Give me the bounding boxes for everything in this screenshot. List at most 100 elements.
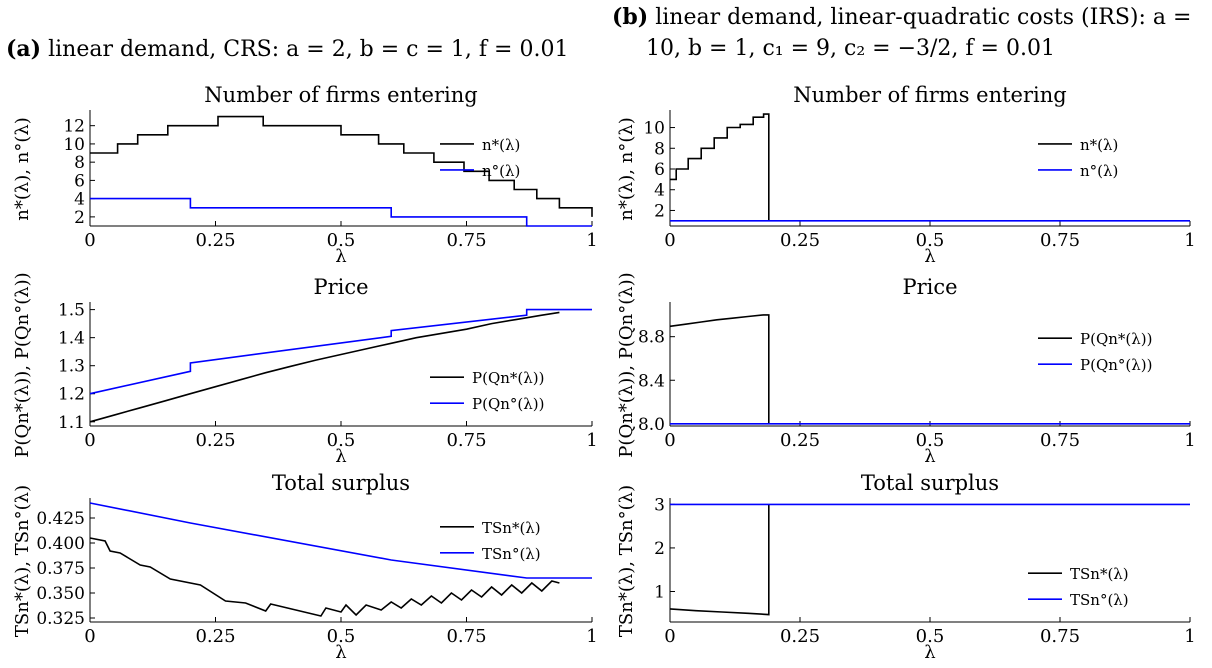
b-firms-y-tick-label: 8: [654, 139, 665, 159]
a-surplus-title: Total surplus: [272, 471, 410, 495]
a-firms-y-tick-label: 10: [63, 135, 85, 155]
a-firms-y-tick-label: 8: [74, 153, 85, 173]
b-price-y-label: P(Qn*(λ)), P(Qn°(λ)): [616, 272, 637, 457]
b-price-x-tick-label: 0.75: [1040, 430, 1080, 451]
a-firms-x-tick-label: 0.5: [327, 230, 356, 251]
panel-b-caption-line2: 10, b = 1, c₁ = 9, c₂ = −3/2, f = 0.01: [646, 36, 1055, 61]
a-price-legend-label: P(Qn*(λ)): [472, 369, 544, 387]
a-firms-legend-label: n*(λ): [482, 136, 520, 154]
a-price-y-tick-label: 1.1: [58, 413, 85, 433]
panel-a-tag: (a): [6, 36, 42, 62]
a-firms-chart: Number of firms entering 0 0.25 0.5 0.75 1 λ 24…: [12, 83, 598, 267]
a-price-series-black-line: [89, 311, 560, 423]
a-surplus-y-tick-label: 0.425: [36, 509, 85, 529]
a-surplus-x-tick-label: 1: [586, 626, 597, 647]
b-firms-chart: Number of firms entering 0 0.25 0.5 0.75 1 λ 24…: [616, 83, 1196, 267]
b-price-y-tick-label: 8.4: [638, 371, 665, 391]
b-surplus-y-tick-label: 2: [654, 539, 665, 559]
b-firms-title: Number of firms entering: [793, 83, 1066, 107]
a-surplus-series-black-line: [89, 537, 560, 617]
b-price-x-label: λ: [924, 446, 935, 467]
a-price-title: Price: [313, 275, 368, 299]
a-surplus-x-tick-label: 0.25: [195, 626, 235, 647]
a-price-chart: Price 0 0.25 0.5 0.75 1 λ 1.1 1.2 1.3 1.4 1.5 P(Qn*(…: [12, 272, 598, 467]
a-price-y-tick-label: 1.5: [58, 301, 85, 321]
b-surplus-y-label: TSn*(λ), TSn°(λ): [616, 485, 637, 637]
panel-b-tag: (b): [612, 4, 649, 30]
b-firms-y-label: n*(λ), n°(λ): [616, 117, 637, 221]
panel-a-caption: linear demand, CRS: a = 2, b = c = 1, f …: [48, 37, 569, 62]
panel-b-title: (b) linear demand, linear-quadratic cost…: [612, 2, 1191, 33]
b-price-y-tick-label: 8.8: [638, 328, 665, 348]
a-firms-x-tick-label: 0: [84, 230, 95, 251]
b-surplus-legend-label: TSn*(λ): [1070, 565, 1129, 583]
a-surplus-chart: Total surplus 0 0.25 0.5 0.75 1 λ 0.325 0.350 0.3…: [12, 471, 598, 663]
b-firms-y-tick-label: 10: [643, 119, 665, 139]
b-surplus-legend-label: TSn°(λ): [1070, 591, 1129, 609]
b-price-y-tick-label: 8.0: [638, 415, 665, 435]
a-price-x-tick-label: 1: [586, 430, 597, 451]
b-price-x-tick-label: 0.5: [916, 430, 945, 451]
b-price-series-black-line: [669, 314, 770, 424]
a-surplus-y-tick-label: 0.350: [36, 584, 85, 604]
a-firms-x-tick-label: 0.25: [195, 230, 235, 251]
b-surplus-x-tick-label: 0.5: [916, 626, 945, 647]
b-firms-y-tick-label: 2: [654, 201, 665, 221]
a-price-y-tick-label: 1.2: [58, 385, 85, 405]
a-firms-y-tick-label: 4: [74, 190, 85, 210]
a-price-x-label: λ: [335, 446, 346, 467]
a-surplus-y-label: TSn*(λ), TSn°(λ): [12, 485, 33, 637]
b-price-title: Price: [902, 275, 957, 299]
b-surplus-y-tick-label: 3: [654, 495, 665, 515]
b-firms-x-tick-label: 0.5: [916, 230, 945, 251]
b-surplus-x-tick-label: 0: [664, 626, 675, 647]
a-surplus-legend-label: TSn°(λ): [482, 545, 541, 563]
a-firms-series-black-line: [90, 115, 593, 217]
a-firms-y-label: n*(λ), n°(λ): [12, 117, 33, 221]
b-surplus-x-label: λ: [924, 642, 935, 663]
panel-a-title: (a) linear demand, CRS: a = 2, b = c = 1…: [6, 34, 568, 65]
b-price-x-tick-label: 0.25: [780, 430, 820, 451]
b-firms-legend-label: n°(λ): [1080, 162, 1118, 180]
b-surplus-x-tick-label: 0.25: [780, 626, 820, 647]
a-price-y-label: P(Qn*(λ)), P(Qn°(λ)): [12, 272, 33, 457]
b-price-legend-label: P(Qn*(λ)): [1080, 330, 1152, 348]
a-firms-title: Number of firms entering: [204, 83, 477, 107]
a-firms-y-tick-label: 6: [74, 171, 85, 191]
a-price-x-tick-label: 0.25: [195, 430, 235, 451]
a-surplus-y-tick-label: 0.400: [36, 534, 85, 554]
b-firms-series-black-line: [670, 113, 770, 221]
b-firms-x-tick-label: 0.75: [1040, 230, 1080, 251]
b-surplus-title: Total surplus: [861, 471, 999, 495]
b-firms-x-tick-label: 0: [664, 230, 675, 251]
b-price-legend-label: P(Qn°(λ)): [1080, 356, 1152, 374]
a-surplus-x-tick-label: 0.75: [446, 626, 486, 647]
a-firms-legend-label: n°(λ): [482, 162, 520, 180]
b-surplus-x-tick-label: 1: [1184, 626, 1195, 647]
panel-b-title-line2: 10, b = 1, c₁ = 9, c₂ = −3/2, f = 0.01: [646, 34, 1055, 64]
a-price-y-tick-label: 1.4: [58, 329, 85, 349]
b-price-x-tick-label: 1: [1184, 430, 1195, 451]
b-firms-x-tick-label: 0.25: [780, 230, 820, 251]
a-price-y-tick-label: 1.3: [58, 357, 85, 377]
a-price-series-blue-line: [89, 308, 592, 395]
a-surplus-x-label: λ: [335, 642, 346, 663]
b-firms-legend-label: n*(λ): [1080, 136, 1118, 154]
a-firms-y-tick-label: 2: [74, 208, 85, 228]
a-price-x-tick-label: 0: [84, 430, 95, 451]
b-firms-y-tick-label: 4: [654, 181, 665, 201]
b-firms-x-label: λ: [924, 246, 935, 267]
b-surplus-y-tick-label: 1: [654, 583, 665, 603]
b-firms-y-tick-label: 6: [654, 160, 665, 180]
b-price-x-tick-label: 0: [664, 430, 675, 451]
a-surplus-series-blue-line: [89, 502, 592, 579]
a-firms-y-tick-label: 12: [63, 117, 85, 137]
panel-b-caption-line1: linear demand, linear-quadratic costs (I…: [655, 5, 1192, 30]
a-surplus-y-tick-label: 0.375: [36, 559, 85, 579]
a-price-x-tick-label: 0.5: [327, 430, 356, 451]
a-surplus-x-tick-label: 0: [84, 626, 95, 647]
a-surplus-y-tick-label: 0.325: [36, 609, 85, 629]
a-surplus-legend-label: TSn*(λ): [482, 519, 541, 537]
b-surplus-x-tick-label: 0.75: [1040, 626, 1080, 647]
